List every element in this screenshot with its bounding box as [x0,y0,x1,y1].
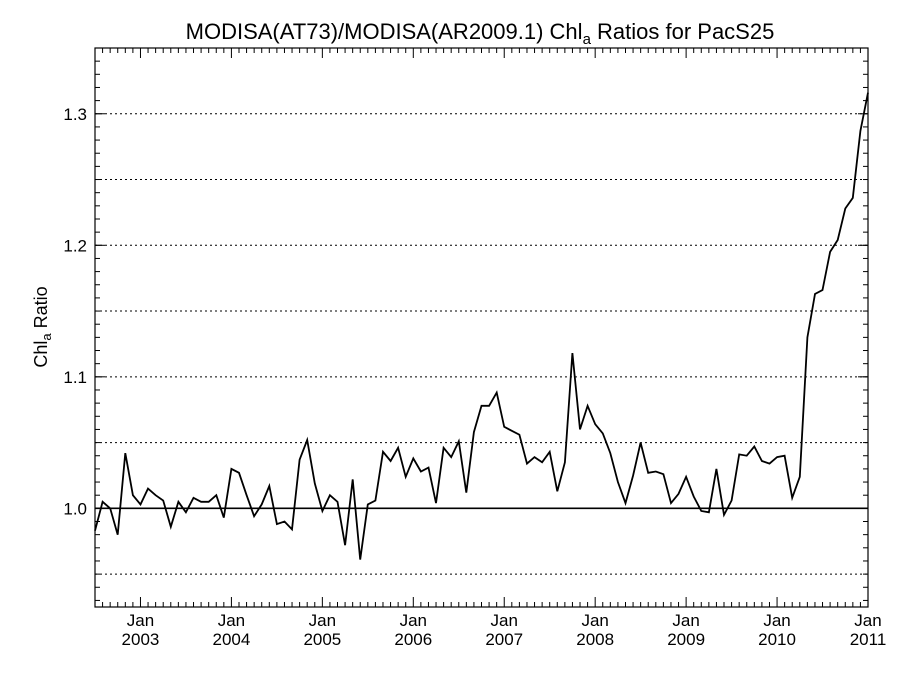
x-tick-label-month: Jan [581,611,608,630]
y-axis-label: Chla Ratio [31,286,54,367]
chart-title: MODISA(AT73)/MODISA(AR2009.1) Chla Ratio… [186,19,775,48]
x-axis: Jan2003Jan2004Jan2005Jan2006Jan2007Jan20… [94,48,887,649]
x-tick-label-month: Jan [672,611,699,630]
x-tick-label-month: Jan [854,611,881,630]
x-tick-label-month: Jan [400,611,427,630]
x-tick-label-year: 2006 [394,630,432,649]
y-axis: 1.0 1.1 1.2 1.3 [63,105,868,518]
gridlines [95,113,868,575]
plot-frame [94,47,869,608]
x-tick-label-year: 2007 [485,630,523,649]
x-tick-label-month: Jan [309,611,336,630]
y-tick-label: 1.2 [63,236,87,255]
y-minor-ticks [95,47,868,601]
y-tick-label: 1.0 [63,499,87,518]
x-tick-label-year: 2004 [212,630,250,649]
series-group [94,92,869,560]
x-tick-label-year: 2005 [303,630,341,649]
x-tick-label-month: Jan [218,611,245,630]
x-tick-label-year: 2003 [122,630,160,649]
x-tick-label-month: Jan [491,611,518,630]
x-tick-label-month: Jan [763,611,790,630]
x-tick-label-year: 2010 [758,630,796,649]
series-line [94,92,869,560]
y-tick-label: 1.3 [63,105,87,124]
x-tick-label-month: Jan [127,611,154,630]
y-tick-label: 1.1 [63,368,87,387]
x-tick-label-year: 2009 [667,630,705,649]
plot-frame-group [94,47,869,608]
x-tick-label-year: 2011 [850,630,887,649]
x-tick-label-year: 2008 [576,630,614,649]
